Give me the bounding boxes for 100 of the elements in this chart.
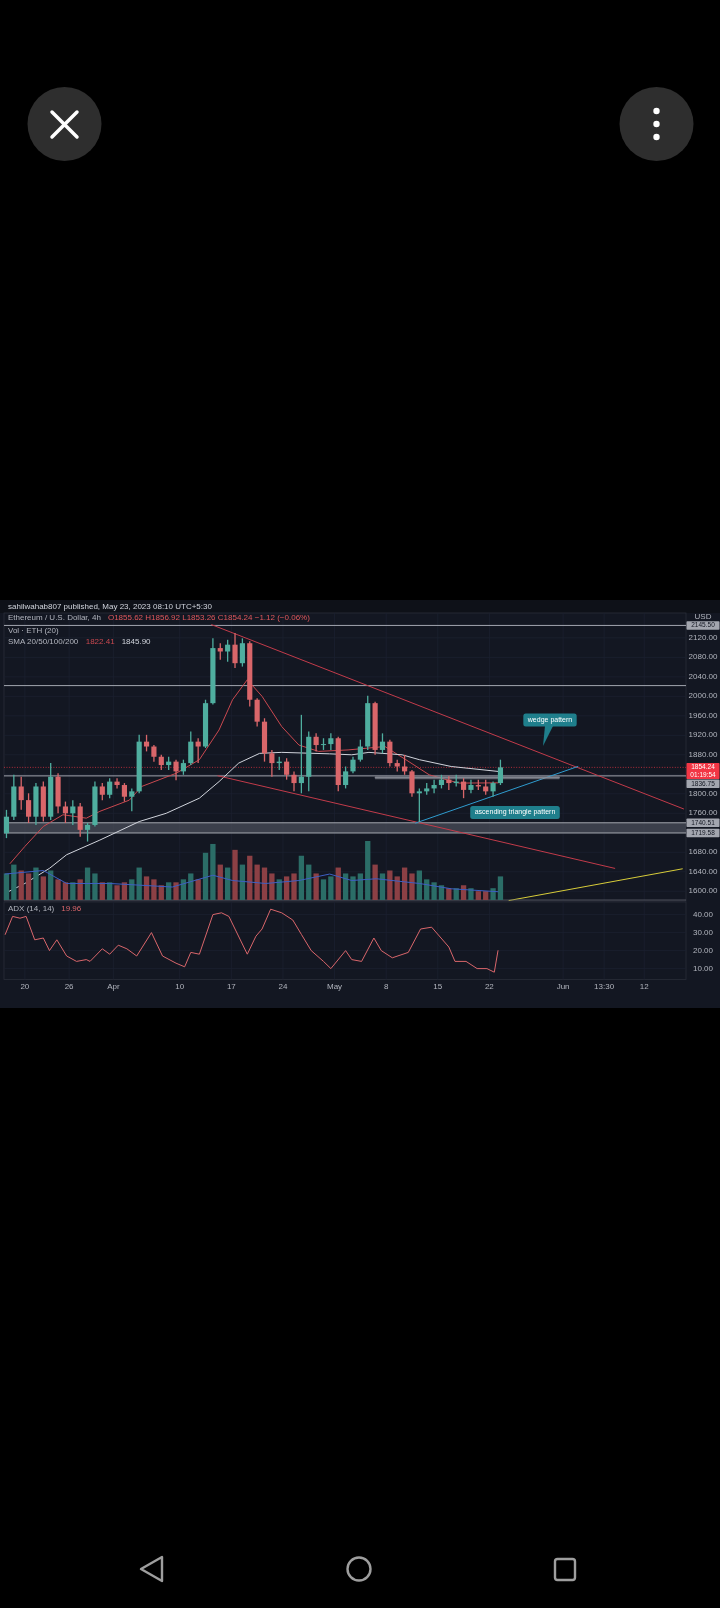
candlestick — [18, 776, 24, 811]
x-tick-label: May — [326, 981, 343, 991]
y-tick-label: 10.00 — [692, 963, 714, 973]
y-tick-label: 2080.00 — [688, 652, 719, 662]
candlestick — [387, 739, 393, 768]
text: sahilwahab807 published, May 23, 2023 08:10 UTC+5:30 — [8, 601, 213, 611]
candlestick — [107, 777, 113, 799]
candlestick — [114, 777, 120, 790]
bar — [490, 888, 496, 900]
candlestick — [298, 714, 304, 794]
x-tick-label: Jun — [556, 981, 570, 991]
bar — [55, 879, 61, 900]
bar — [328, 876, 334, 900]
candlestick — [254, 697, 260, 728]
bar — [313, 873, 319, 900]
bar — [298, 855, 305, 900]
candlestick — [232, 632, 238, 669]
bar — [387, 870, 393, 900]
candlestick — [239, 637, 245, 668]
x-tick-label: Apr — [107, 981, 120, 991]
y-tick-label: 1960.00 — [688, 710, 719, 720]
bar — [143, 876, 150, 900]
x-tick-label: 24 — [278, 981, 288, 991]
bar — [25, 873, 32, 900]
bar — [70, 882, 76, 900]
candlestick — [129, 787, 135, 812]
bar — [357, 873, 364, 900]
text: 19.96 — [61, 903, 82, 913]
bar — [217, 864, 223, 900]
bar — [283, 876, 290, 900]
y-tick-label: 1880.00 — [688, 749, 719, 759]
candlestick — [497, 759, 504, 786]
y-tick-label: 30.00 — [692, 927, 714, 937]
text: 1845.90 — [121, 637, 152, 647]
bar — [195, 879, 201, 900]
bar — [77, 879, 83, 900]
chart-title: Vol · ETH (20) — [8, 626, 60, 636]
bar — [424, 879, 430, 900]
bar — [188, 873, 194, 900]
y-tick-label: 1600.00 — [688, 886, 719, 896]
bar — [379, 873, 386, 900]
bar — [247, 855, 253, 900]
candlestick — [343, 765, 349, 790]
candlestick — [77, 802, 83, 838]
bar — [3, 873, 10, 900]
bar — [365, 841, 371, 900]
bar — [232, 849, 238, 900]
bar — [409, 873, 415, 900]
bar — [62, 882, 69, 900]
y-tick-label: 1760.00 — [688, 808, 719, 818]
candlestick — [284, 757, 290, 781]
candlestick — [313, 732, 319, 753]
x-tick-label: 12 — [639, 981, 650, 991]
candlestick — [173, 759, 179, 781]
bar — [239, 864, 246, 900]
bar — [475, 891, 481, 900]
bar — [107, 882, 113, 900]
candlestick — [379, 732, 386, 754]
y-tick-label: 2000.00 — [688, 691, 719, 701]
bar — [372, 864, 378, 900]
bar — [151, 879, 157, 900]
x-tick-label: 15 — [433, 981, 443, 991]
x-tick-label: 20 — [20, 981, 30, 991]
bar — [180, 879, 187, 900]
bar — [11, 864, 17, 900]
bar — [129, 879, 135, 900]
bar — [173, 882, 179, 900]
bar — [460, 885, 467, 900]
bar — [254, 864, 260, 900]
bar — [40, 876, 46, 900]
y-tick-label: 20.00 — [692, 945, 714, 955]
bar — [114, 885, 120, 900]
bar — [394, 876, 400, 900]
candlestick — [188, 730, 194, 766]
candlestick — [269, 749, 275, 778]
candlestick — [416, 787, 422, 823]
bar — [121, 882, 128, 900]
candlestick — [195, 737, 201, 764]
bar — [431, 882, 437, 900]
candlestick — [357, 739, 363, 763]
x-tick-label: 17 — [226, 981, 237, 991]
bar — [99, 882, 105, 900]
y-tick-label: 1800.00 — [688, 788, 719, 798]
bar — [291, 873, 297, 900]
bar — [158, 885, 164, 900]
y-axis-title: USD — [694, 611, 712, 621]
bar — [261, 867, 268, 900]
chart-subtitle: O1855.62 H1856.92 L1853.26 C1854.24 −1.12 (−0.06%) — [107, 613, 311, 623]
candlestick — [328, 732, 334, 751]
text: 1822.41 — [85, 637, 116, 647]
bar — [202, 852, 209, 900]
bar — [210, 843, 216, 900]
candlestick — [62, 800, 69, 824]
candlestick — [84, 822, 91, 843]
x-tick-label: 8 — [383, 981, 389, 991]
line-series — [4, 908, 499, 973]
candlestick — [26, 792, 32, 824]
candlestick — [291, 770, 297, 793]
x-tick-label: 10 — [175, 981, 185, 991]
y-tick-label: 2120.00 — [688, 632, 719, 642]
